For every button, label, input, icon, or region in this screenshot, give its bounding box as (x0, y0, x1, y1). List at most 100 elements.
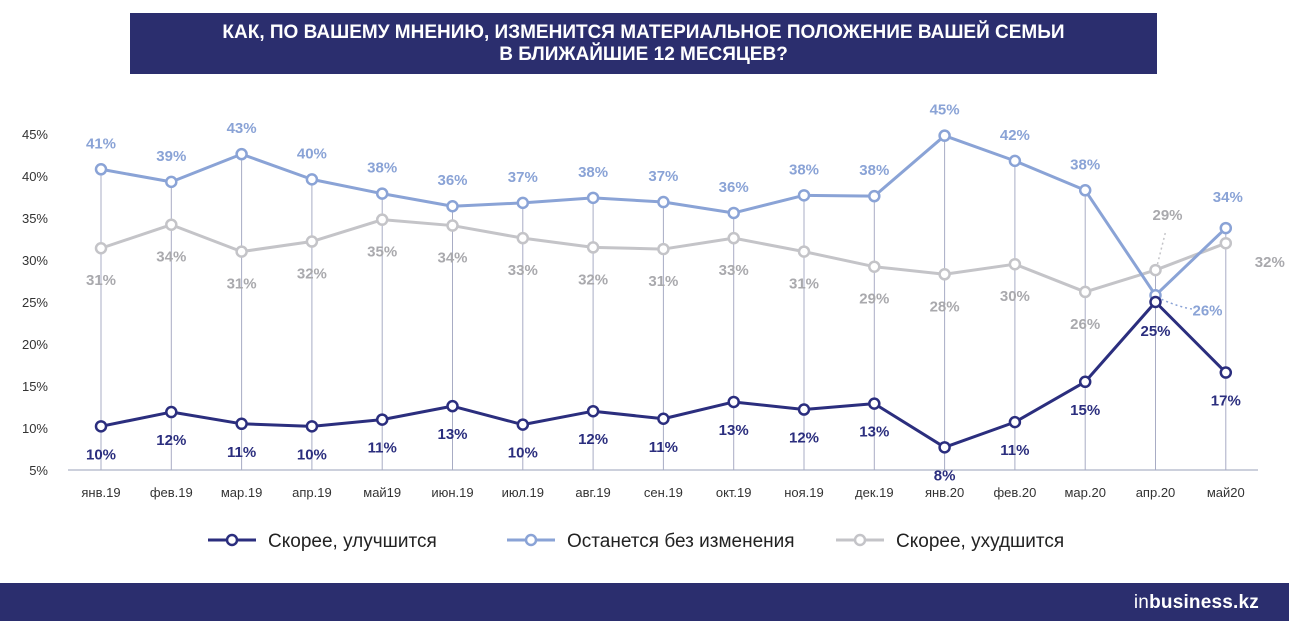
y-tick-label: 15% (22, 379, 48, 394)
x-tick-label: июн.19 (431, 485, 473, 500)
data-point (516, 231, 530, 245)
data-point (938, 129, 951, 142)
data-point (797, 189, 811, 202)
data-label: 29% (1152, 207, 1182, 224)
data-point (797, 245, 811, 258)
y-tick-label: 25% (22, 295, 48, 310)
brand-name: business.kz (1149, 592, 1259, 613)
data-point (797, 403, 811, 416)
brand-prefix: in (1133, 592, 1150, 613)
data-point (305, 173, 319, 186)
data-label: 32% (578, 271, 608, 288)
data-point (94, 420, 108, 433)
y-tick-label: 35% (22, 211, 48, 226)
data-label: 36% (437, 172, 467, 189)
data-point (1219, 366, 1233, 379)
data-point (1078, 184, 1092, 197)
line-chart: 5% 10% 15% 20% 25% 30% 35% 40% 45% янв.19 фев.19 ма… (22, 102, 1285, 552)
x-tick-label: фев.20 (993, 485, 1036, 500)
data-label: 28% (930, 298, 960, 315)
y-tick-label: 20% (22, 337, 48, 352)
data-label: 33% (719, 262, 749, 279)
x-tick-label: май19 (363, 485, 401, 500)
data-label: 8% (934, 467, 956, 484)
data-label: 34% (1213, 189, 1243, 206)
data-label: 38% (578, 164, 608, 181)
legend-label: Скорее, улучшится (268, 531, 437, 552)
data-label: 37% (648, 168, 678, 185)
legend-swatch-marker (524, 533, 538, 547)
data-label: 13% (859, 424, 889, 441)
x-tick-label: апр.19 (292, 485, 332, 500)
data-point (375, 213, 389, 226)
data-point (94, 163, 108, 176)
data-point (868, 397, 881, 410)
y-tick-label: 10% (22, 421, 48, 436)
data-point (657, 242, 670, 256)
data-point (165, 218, 178, 231)
data-point (868, 260, 881, 273)
y-tick-label: 5% (29, 463, 48, 478)
data-label: 26% (1070, 316, 1100, 333)
legend-label: Скорее, ухудшится (896, 531, 1064, 552)
x-tick-label: янв.20 (925, 485, 964, 500)
data-label: 12% (156, 432, 186, 449)
y-tick-label: 45% (22, 127, 48, 142)
data-point (657, 195, 670, 209)
data-label: 10% (86, 446, 116, 463)
data-label: 39% (156, 148, 186, 165)
data-label: 25% (1140, 323, 1170, 340)
data-label: 38% (1070, 156, 1100, 173)
data-point (446, 219, 459, 232)
data-label: 35% (367, 244, 397, 261)
legend-swatch-marker (225, 533, 239, 547)
data-point (516, 418, 530, 431)
data-point (235, 245, 248, 258)
x-tick-label: ноя.19 (784, 485, 824, 500)
data-point (94, 241, 108, 255)
x-tick-label: фев.19 (150, 485, 193, 500)
data-label: 17% (1211, 393, 1241, 410)
data-label: 40% (297, 145, 327, 162)
data-label: 13% (719, 422, 749, 439)
data-label: 30% (1000, 288, 1030, 305)
x-tick-label: сен.19 (644, 485, 683, 500)
data-label: 41% (86, 135, 116, 152)
y-tick-label: 30% (22, 253, 48, 268)
data-label: 31% (86, 272, 116, 289)
data-label: 34% (156, 249, 186, 266)
data-point (1008, 154, 1022, 168)
data-point (1008, 257, 1022, 271)
title-line-1: КАК, ПО ВАШЕМУ МНЕНИЮ, ИЗМЕНИТСЯ МАТЕРИА… (222, 21, 1065, 43)
data-point (657, 412, 670, 426)
data-point (1078, 285, 1092, 299)
leader-line (1161, 298, 1194, 311)
data-point (165, 405, 178, 419)
x-tick-label: янв.19 (81, 485, 120, 500)
data-point (235, 147, 248, 161)
x-tick-label: июл.19 (502, 485, 544, 500)
x-tick-label: апр.20 (1136, 485, 1176, 500)
x-tick-label: мар.19 (221, 485, 262, 500)
title-line-2: В БЛИЖАЙШИЕ 12 МЕСЯЦЕВ? (499, 43, 788, 65)
y-tick-label: 40% (22, 169, 48, 184)
data-point (938, 268, 951, 281)
data-label: 10% (508, 445, 538, 462)
data-point (586, 191, 600, 205)
data-label: 31% (227, 276, 257, 293)
data-point (305, 235, 319, 248)
data-label: 12% (578, 431, 608, 448)
x-tick-label: мар.20 (1064, 485, 1105, 500)
x-tick-label: окт.19 (716, 485, 752, 500)
x-tick-label: авг.19 (575, 485, 610, 500)
data-point (165, 175, 178, 189)
data-point (1219, 221, 1233, 235)
data-label: 45% (930, 102, 960, 119)
data-label: 26% (1192, 302, 1222, 319)
data-point (235, 417, 248, 431)
data-point (586, 241, 600, 254)
data-point (727, 206, 740, 220)
data-label: 11% (649, 439, 678, 456)
data-label: 33% (508, 262, 538, 279)
data-label: 11% (368, 440, 397, 457)
